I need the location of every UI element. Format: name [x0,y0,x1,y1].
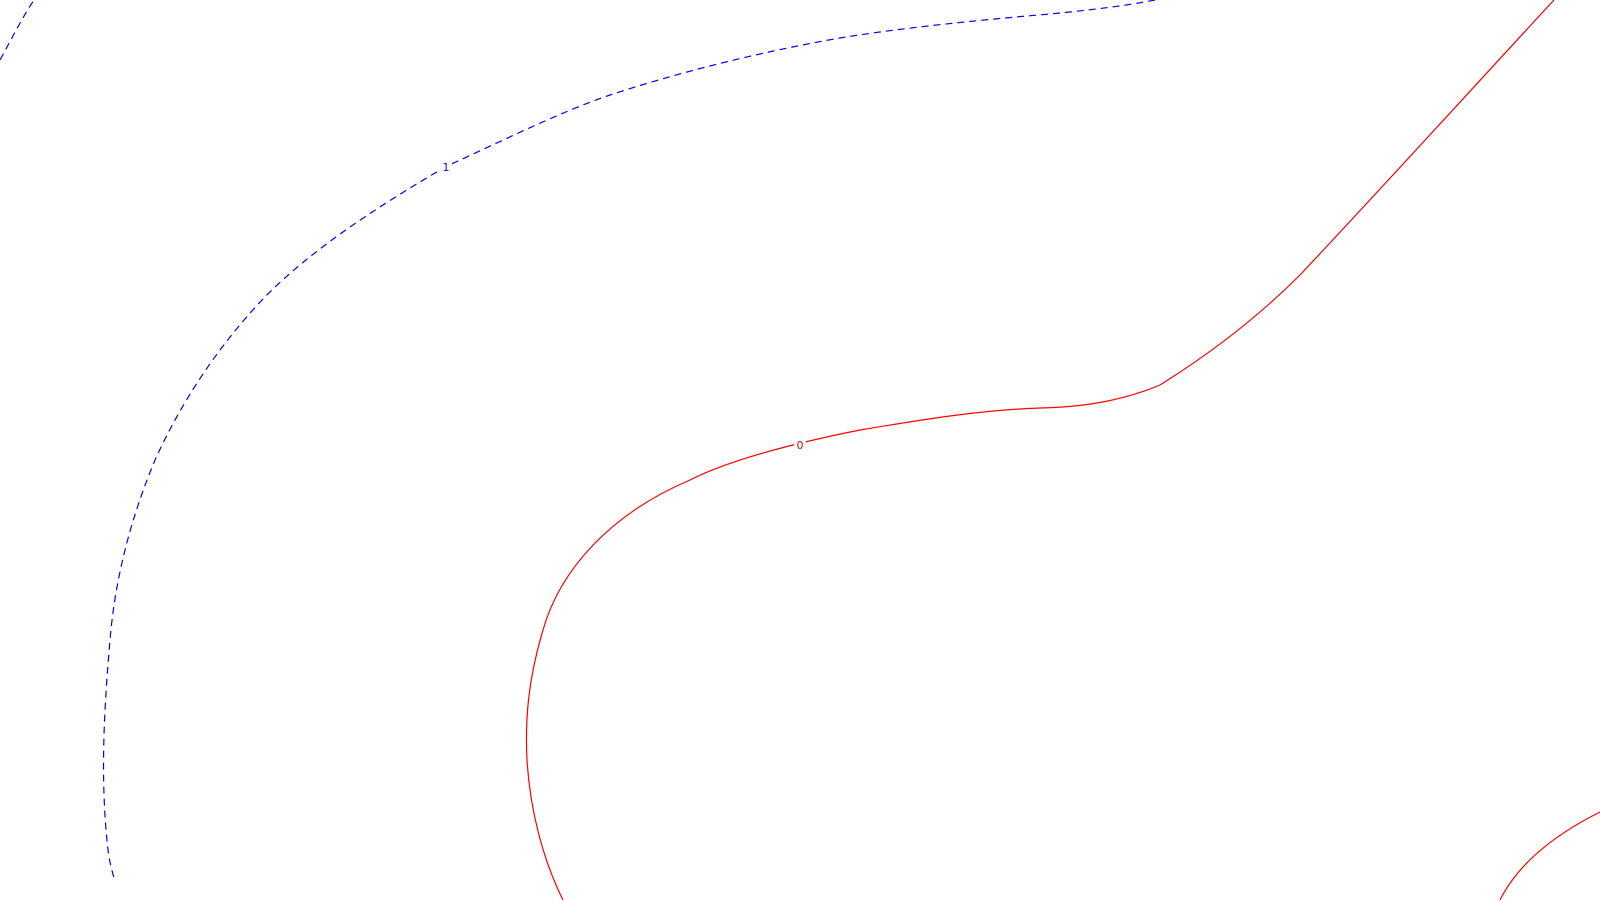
contour-label-0-bg [794,437,806,451]
contour-line-0 [525,0,1555,900]
contour-label-1: 1 [443,161,450,174]
contour-line-0-segment-2 [1499,811,1600,900]
contour-line-1 [0,0,1156,881]
contour-label-0: 0 [797,439,804,452]
contour-label-1-bg [440,159,452,173]
